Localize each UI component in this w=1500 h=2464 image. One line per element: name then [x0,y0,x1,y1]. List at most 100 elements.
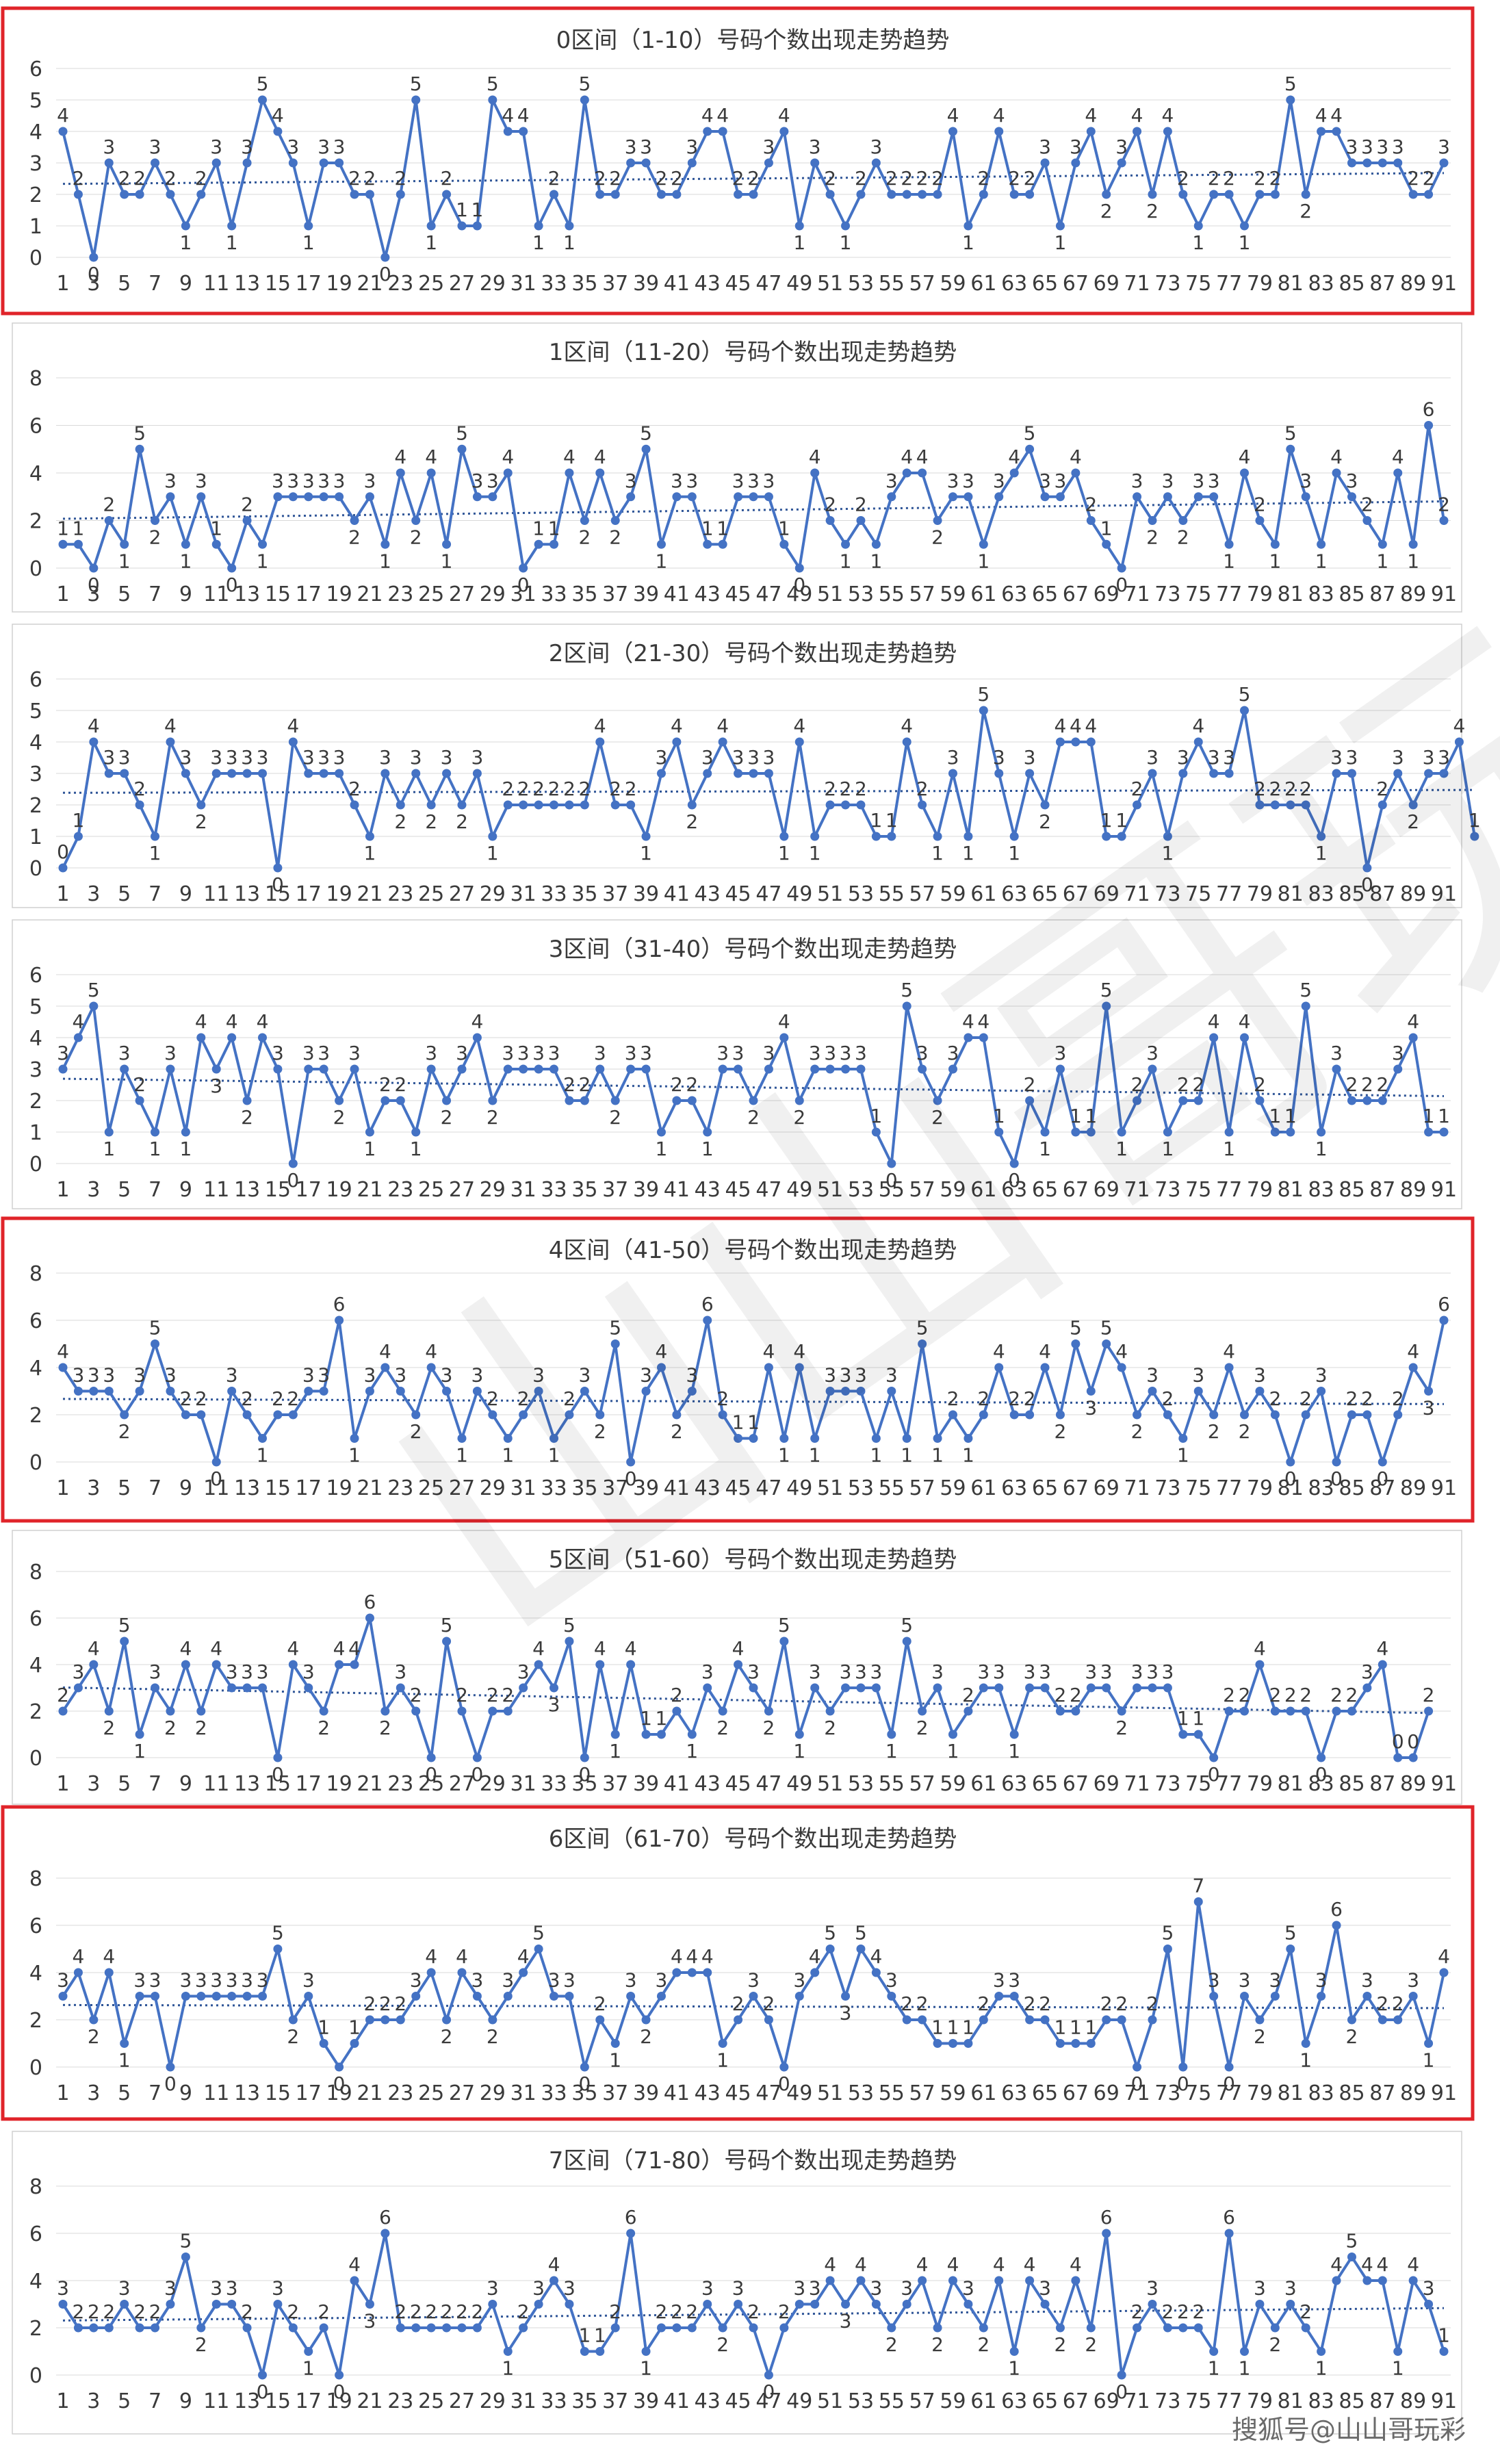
data-point-6-68 [1102,2015,1111,2025]
data-point-3-50 [825,1064,835,1074]
data-point-3-35 [595,1064,605,1074]
data-point-4-66 [1071,1339,1081,1348]
x-tick-label-4-0: 1 [56,1476,69,1500]
data-point-2-37 [626,800,636,810]
data-point-4-55 [902,1434,911,1443]
data-point-4-56 [918,1339,927,1348]
x-tick-label-5-8: 17 [296,1772,322,1796]
data-point-0-55 [902,190,911,199]
x-tick-label-2-19: 39 [633,882,659,906]
data-point-0-46 [764,158,773,168]
x-tick-label-7-23: 47 [755,2389,781,2413]
data-label-3-29: 3 [502,1042,514,1064]
data-point-6-72 [1163,1945,1172,1953]
data-label-3-1: 4 [73,1010,85,1033]
data-label-2-81: 2 [1299,778,1312,800]
data-label-5-74: 1 [1192,1707,1204,1730]
data-label-5-13: 3 [257,1660,269,1683]
x-tick-label-4-20: 41 [664,1476,690,1500]
x-tick-label-2-45: 91 [1431,882,1457,906]
data-point-6-21 [380,2015,390,2025]
x-tick-label-3-7: 15 [265,1178,291,1202]
data-label-2-52: 2 [855,778,867,800]
data-point-7-75 [1209,2347,1219,2356]
data-label-5-54: 1 [885,1740,898,1762]
data-point-3-17 [319,1064,328,1074]
data-label-3-8: 1 [179,1138,192,1160]
data-point-0-75 [1209,190,1219,199]
x-tick-label-1-4: 9 [179,582,192,606]
data-point-1-29 [503,468,513,478]
data-label-4-62: 2 [1008,1387,1020,1410]
panel-frame-2 [12,624,1462,908]
data-label-1-59: 3 [962,470,974,492]
data-label-7-53: 3 [870,2277,882,2300]
x-tick-label-7-10: 21 [357,2389,383,2413]
data-label-7-51: 3 [840,2310,852,2333]
data-point-7-56 [918,2276,927,2285]
data-label-1-3: 2 [103,493,115,516]
data-label-1-0: 1 [57,517,69,539]
data-point-0-61 [994,127,1004,136]
y-tick-label-2-4: 4 [29,731,42,755]
data-point-0-5 [135,190,144,199]
x-tick-label-6-38: 77 [1216,2081,1242,2105]
data-label-7-74: 2 [1192,2300,1204,2323]
data-point-3-82 [1317,1127,1326,1137]
data-label-6-40: 4 [671,1945,683,1968]
data-label-7-52: 4 [855,2253,867,2276]
data-point-5-61 [994,1683,1004,1693]
x-tick-label-5-45: 91 [1431,1772,1457,1796]
data-label-5-7: 2 [164,1717,177,1739]
data-point-0-49 [810,158,820,168]
data-label-0-35: 2 [594,167,606,190]
data-label-7-14: 3 [272,2277,284,2300]
data-label-1-63: 5 [1024,422,1036,444]
data-point-5-46 [764,1706,773,1716]
y-tick-label-3-2: 2 [29,1090,42,1114]
x-tick-label-7-18: 37 [602,2389,628,2413]
x-tick-label-3-0: 1 [56,1178,69,1202]
x-tick-label-7-44: 89 [1400,2389,1426,2413]
x-tick-label-1-8: 17 [296,582,322,606]
data-point-7-82 [1317,2347,1326,2356]
data-point-6-29 [503,1992,513,2001]
data-point-2-56 [918,800,927,810]
data-label-5-71: 3 [1146,1660,1159,1683]
data-point-0-85 [1362,158,1372,168]
data-label-5-55: 5 [901,1614,913,1637]
data-point-4-80 [1286,1457,1295,1467]
data-label-5-0: 2 [57,1684,69,1706]
data-label-3-80: 1 [1284,1105,1297,1127]
data-point-0-15 [288,158,298,168]
data-label-2-92: 1 [1469,809,1481,832]
data-point-5-9 [196,1706,206,1716]
data-point-2-9 [196,800,206,810]
data-label-0-84: 3 [1346,136,1358,158]
x-tick-label-4-4: 9 [179,1476,192,1500]
y-tick-label-4-4: 8 [29,1262,42,1286]
data-label-3-20: 1 [364,1138,376,1160]
x-tick-label-5-42: 85 [1339,1772,1365,1796]
data-point-7-77 [1240,2347,1250,2356]
x-tick-label-1-39: 79 [1247,582,1273,606]
data-point-7-60 [979,2323,988,2333]
data-label-3-62: 0 [1008,1169,1020,1192]
data-label-0-19: 2 [348,167,361,190]
data-point-2-14 [273,863,283,873]
data-label-7-21: 6 [379,2206,391,2229]
data-point-2-23 [411,769,421,778]
x-tick-label-6-22: 45 [725,2081,751,2105]
data-point-6-82 [1317,1992,1326,2001]
data-point-3-3 [104,1127,114,1137]
data-point-7-2 [89,2323,99,2333]
data-point-7-9 [196,2323,206,2333]
data-point-4-63 [1025,1410,1035,1420]
data-label-0-3: 3 [103,136,115,158]
data-label-1-73: 2 [1177,526,1189,549]
x-tick-label-3-31: 63 [1001,1178,1027,1202]
data-label-6-43: 1 [716,2049,729,2072]
data-point-7-88 [1408,2276,1418,2285]
data-point-0-16 [304,221,313,231]
data-point-6-66 [1071,2039,1081,2048]
